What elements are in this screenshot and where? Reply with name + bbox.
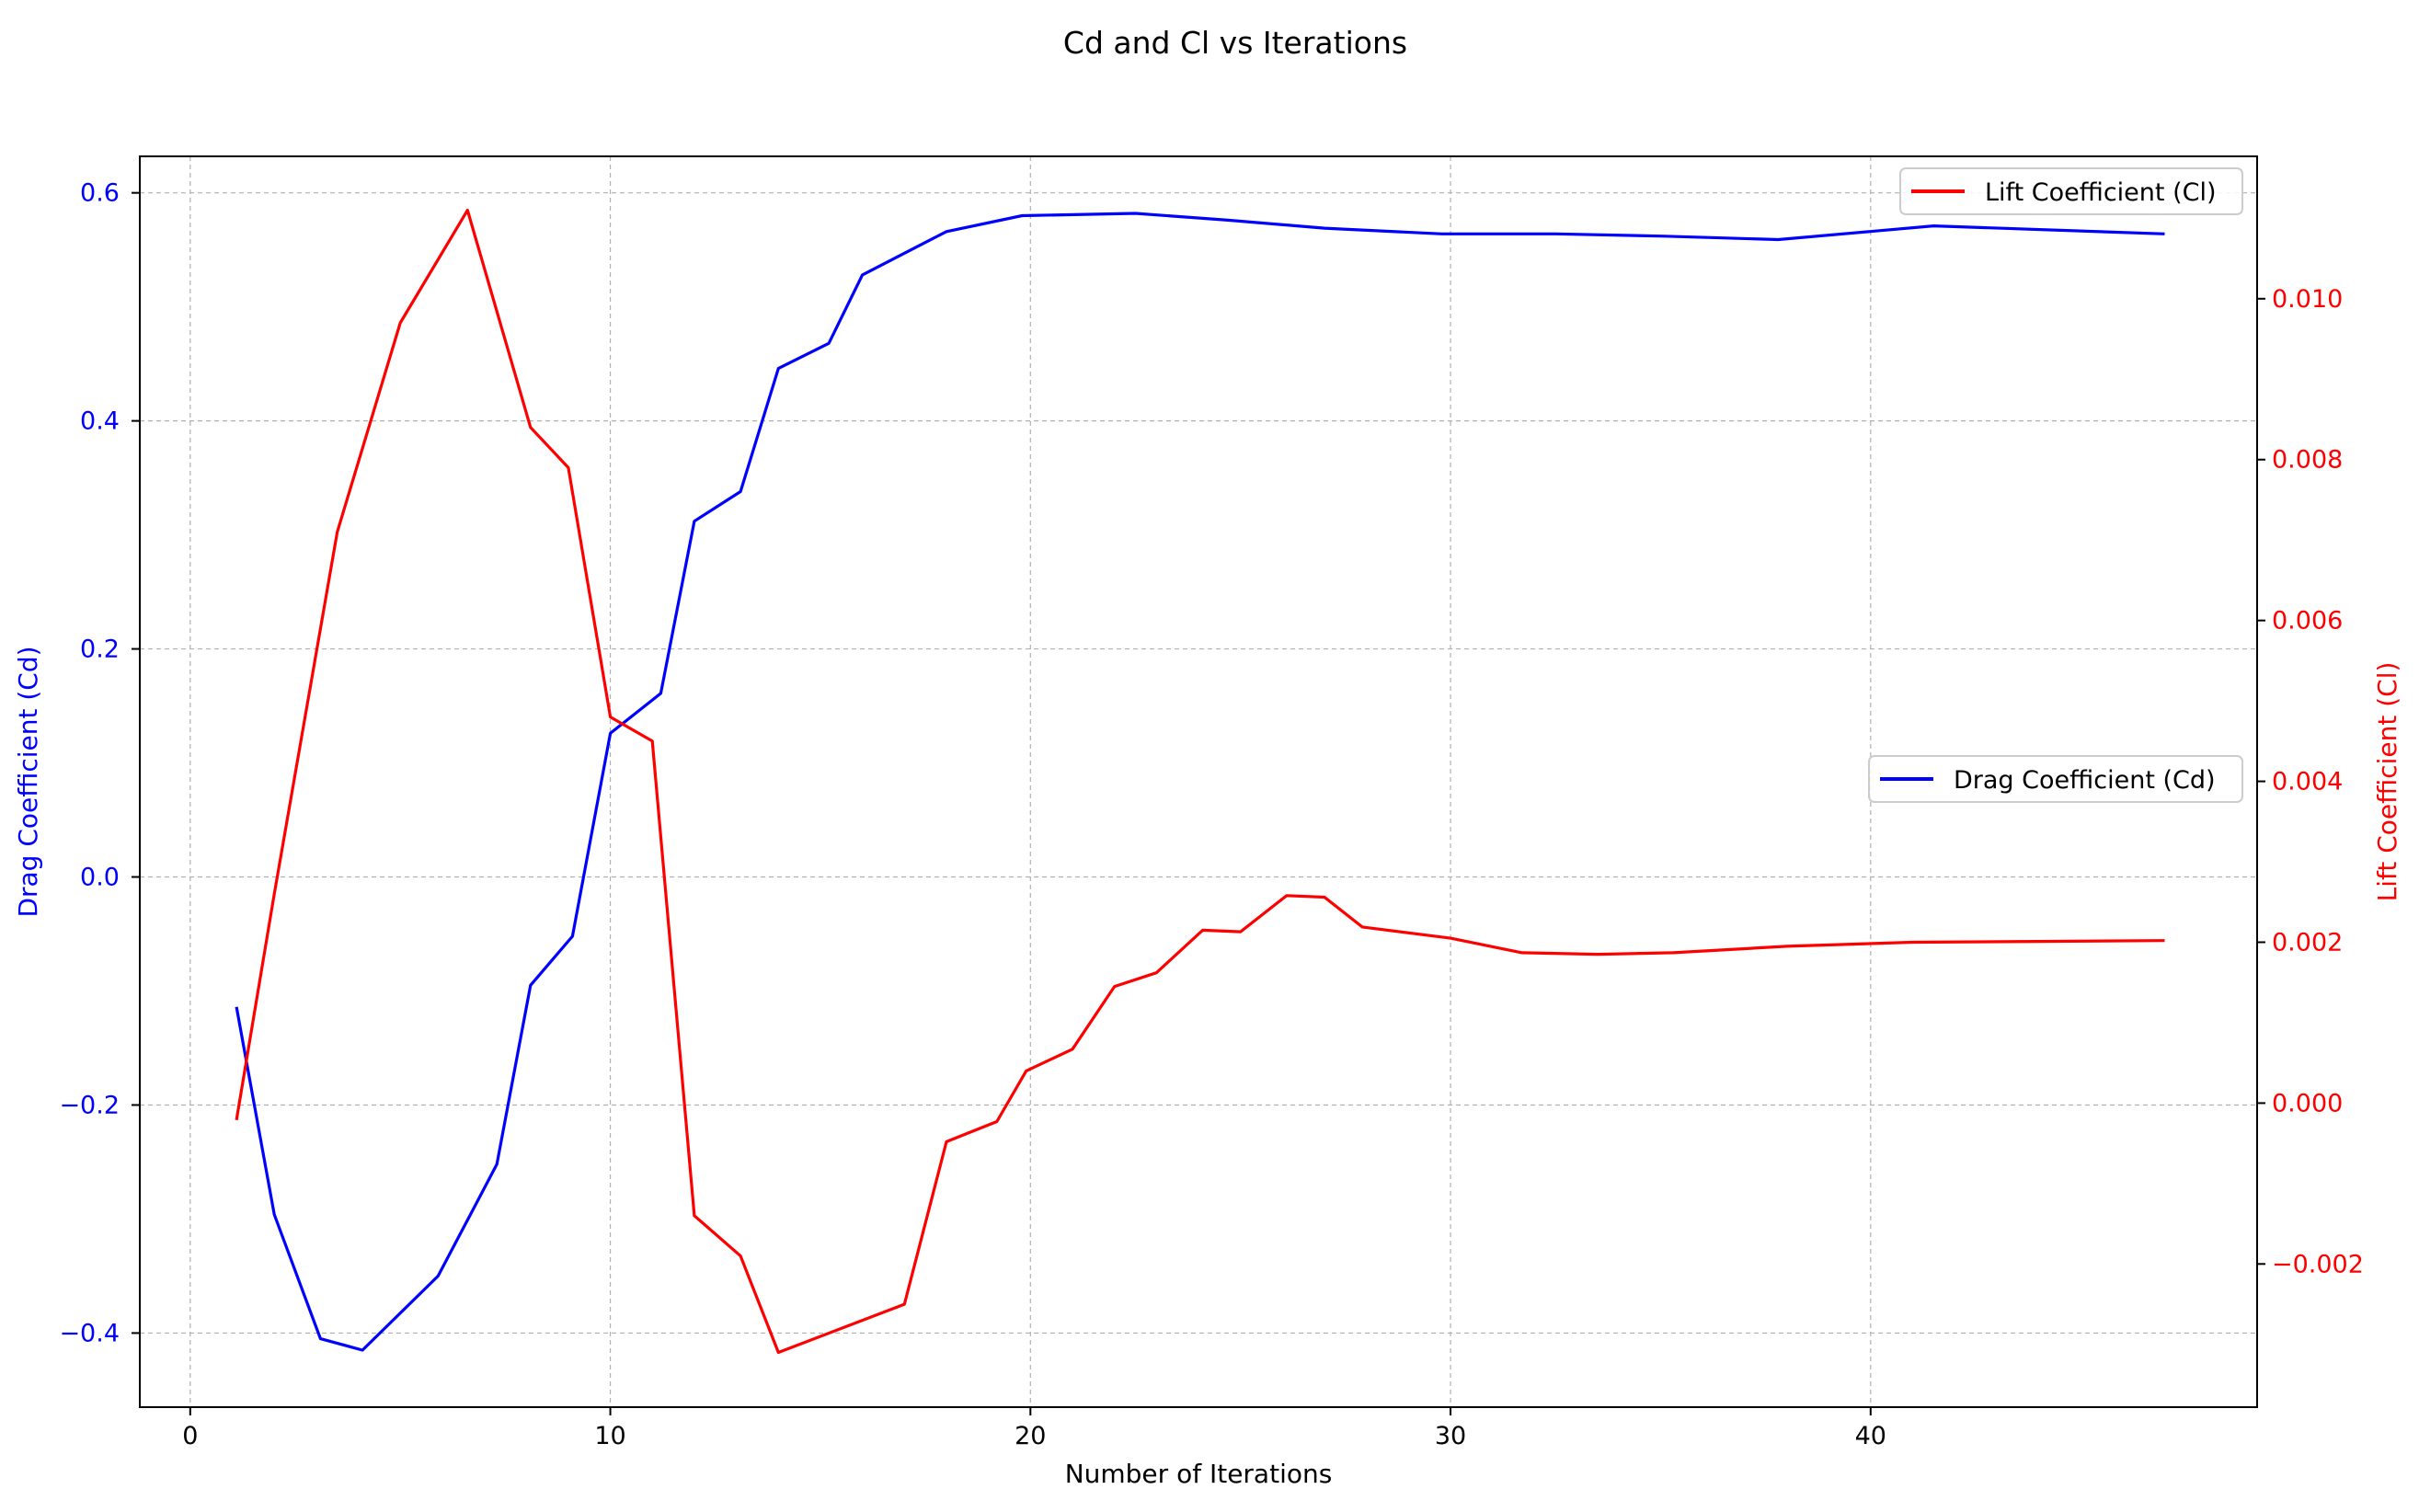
y-right-tick-label: 0.006	[2272, 607, 2343, 636]
y-left-tick-label: −0.4	[59, 1319, 120, 1347]
y-left-tick-label: 0.6	[80, 179, 120, 208]
y-axis-left: −0.4 −0.2 0.0 0.2 0.4 0.6	[59, 179, 140, 1347]
y-left-tick-label: 0.4	[80, 407, 120, 436]
x-axis-label: Number of Iterations	[1065, 1459, 1333, 1489]
x-tick-label: 30	[1435, 1422, 1466, 1450]
legend-label-cl: Lift Coefficient (Cl)	[1985, 178, 2217, 207]
series-line-cl	[235, 209, 2165, 1355]
y-right-tick-label: 0.002	[2272, 928, 2343, 956]
legend-lift-coefficient: Lift Coefficient (Cl)	[1899, 167, 2243, 215]
series-line-cd	[235, 212, 2165, 1352]
y-right-tick-label: 0.010	[2272, 285, 2343, 314]
legend-box	[1899, 167, 2243, 215]
y-right-tick-label: 0.000	[2272, 1089, 2343, 1117]
y-left-tick-label: 0.2	[80, 636, 120, 664]
chart-title: Cd and Cl vs Iterations	[1063, 25, 1407, 61]
y-right-tick-label: −0.002	[2272, 1250, 2364, 1278]
y-axis-left-label: Drag Coefficient (Cd)	[13, 646, 43, 917]
y-left-tick-label: 0.0	[80, 864, 120, 892]
series-layer	[235, 209, 2165, 1355]
y-axis-right-label: Lift Coefficient (Cl)	[2372, 662, 2402, 902]
y-right-tick-label: 0.008	[2272, 446, 2343, 475]
x-axis: 0 10 20 30 40	[182, 1407, 1886, 1450]
x-tick-label: 40	[1855, 1422, 1886, 1450]
y-left-tick-label: −0.2	[59, 1091, 120, 1119]
x-tick-label: 10	[594, 1422, 625, 1450]
legend-drag-coefficient: Drag Coefficient (Cd)	[1868, 755, 2243, 803]
legend-box	[1868, 755, 2243, 803]
x-tick-label: 20	[1015, 1422, 1046, 1450]
x-tick-label: 0	[182, 1422, 198, 1450]
y-right-tick-label: 0.004	[2272, 768, 2343, 796]
legend-label-cd: Drag Coefficient (Cd)	[1954, 766, 2216, 795]
y-axis-right: −0.002 0.000 0.002 0.004 0.006 0.008 0.010	[2257, 285, 2364, 1278]
